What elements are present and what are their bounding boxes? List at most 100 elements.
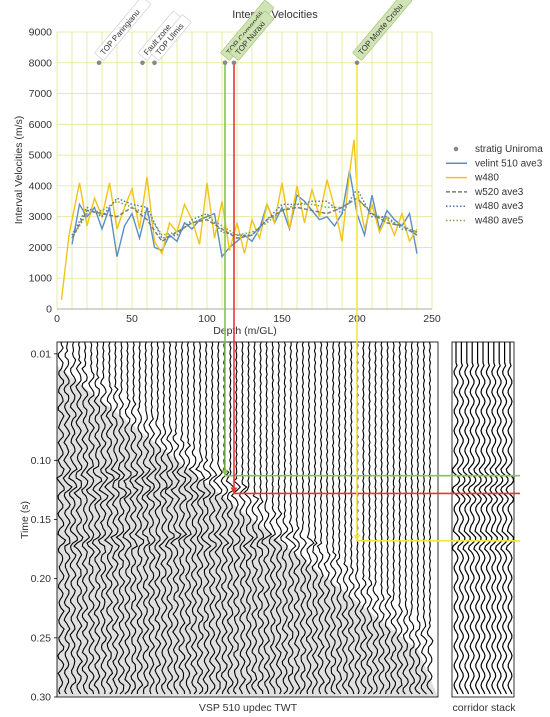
vsp-trace (383, 341, 392, 695)
vsp-tick-label: 0.30 (31, 692, 52, 704)
vsp-trace (249, 341, 260, 695)
corridor-trace (473, 342, 482, 695)
vsp-trace (134, 342, 145, 695)
velocity-chart-title: Interval Velocities (232, 9, 318, 21)
vsp-time-ticks: 0.01 0.10 0.15 0.20 0.25 0.30 (31, 348, 57, 704)
vsp-trace (176, 341, 188, 695)
vsp-trace (145, 341, 157, 695)
legend-entry: w520 ave3 (474, 187, 524, 198)
vsp-trace (62, 341, 73, 695)
velocity-chart: Interval Velocities 01000200030004000500… (13, 0, 543, 337)
vsp-trace (378, 341, 385, 695)
strat-marker-tag-box (150, 14, 192, 61)
series-line-w480-ave5 (71, 197, 418, 239)
vsp-trace (408, 341, 415, 695)
velocity-x-axis-label: Depth (m/GL) (213, 325, 277, 337)
corridor-stack-label: corridor stack (452, 702, 516, 714)
vsp-trace (311, 341, 319, 695)
vsp-trace (402, 342, 409, 695)
vsp-trace (280, 341, 289, 695)
vsp-trace (195, 341, 206, 695)
velocity-legend: stratig Uniroma velint 510 ave3 w480 w520 a… (446, 144, 543, 227)
vsp-trace (347, 341, 355, 695)
vsp-trace (242, 341, 254, 695)
vsp-trace (85, 341, 97, 695)
y-tick-label: 6000 (29, 119, 53, 131)
vsp-traces (56, 341, 438, 697)
y-tick-label: 2000 (29, 242, 53, 254)
vsp-trace (323, 341, 331, 695)
vsp-trace (115, 341, 128, 695)
vsp-tick-label: 0.01 (31, 348, 52, 360)
velocity-x-ticks: 0 50 100 150 200 250 (54, 313, 441, 325)
x-tick-label: 100 (198, 313, 216, 325)
legend-entry: w480 ave5 (474, 216, 524, 227)
x-tick-label: 0 (54, 313, 60, 325)
vsp-section-title: VSP 510 updec TWT (199, 702, 298, 714)
y-tick-label: 3000 (29, 211, 53, 223)
strat-marker-point (96, 60, 102, 66)
vsp-y-axis-label: Time (s) (19, 501, 31, 539)
vsp-trace (316, 341, 325, 695)
strat-marker-tag-box (229, 10, 274, 61)
vsp-trace (238, 341, 248, 695)
vsp-trace (97, 341, 109, 695)
vsp-trace (212, 341, 223, 695)
vsp-trace (285, 341, 297, 695)
y-tick-label: 0 (46, 304, 52, 316)
vsp-trace (170, 341, 182, 695)
vsp-trace (366, 341, 374, 695)
vsp-tick-label: 0.25 (31, 632, 52, 644)
corridor-trace (505, 342, 515, 695)
horizon-link-arrow (221, 469, 229, 476)
vsp-tick-label: 0.15 (31, 514, 52, 526)
corridor-trace (489, 342, 499, 695)
x-tick-label: 250 (423, 313, 441, 325)
vsp-tick-label: 0.20 (31, 573, 52, 585)
vsp-trace (261, 341, 273, 695)
strat-marker-label: TOP Monte Crobu (357, 2, 405, 57)
corridor-trace (467, 342, 477, 695)
y-tick-label: 8000 (29, 57, 53, 69)
horizon-link-arrow (230, 487, 238, 494)
velocity-y-ticks: 0 1000 2000 3000 4000 5000 6000 7000 8000 9000 (29, 27, 53, 316)
y-tick-label: 5000 (29, 150, 53, 162)
vsp-trace (153, 341, 162, 695)
strat-marker-point (222, 60, 228, 66)
legend-entry: w480 (474, 173, 499, 184)
vsp-trace (164, 341, 175, 695)
strat-marker-point (231, 60, 237, 66)
vsp-trace (305, 341, 315, 695)
strat-marker-tag-box (94, 0, 151, 61)
vsp-trace (359, 341, 368, 695)
strat-marker-point (354, 60, 360, 66)
strat-marker-tag: TOP Monte Crobu (352, 0, 412, 61)
corridor-trace (456, 342, 466, 695)
vsp-trace (73, 341, 84, 695)
vsp-tick-label: 0.10 (31, 455, 52, 467)
y-tick-label: 7000 (29, 88, 53, 100)
series-line-w480-ave3 (71, 187, 418, 240)
y-tick-label: 9000 (29, 27, 53, 39)
vsp-trace (414, 341, 421, 695)
legend-swatch (453, 146, 459, 152)
x-tick-label: 150 (273, 313, 291, 325)
strat-marker-point (152, 60, 157, 66)
corridor-trace (462, 342, 472, 695)
vsp-trace (200, 341, 212, 695)
horizon-link-arrow (353, 534, 361, 541)
velocity-series (60, 139, 418, 300)
vsp-trace (128, 341, 139, 695)
vsp-trace (56, 341, 67, 695)
velocity-y-axis-label: Interval Velocities (m/s) (13, 116, 25, 225)
corridor-trace (483, 342, 493, 695)
vsp-trace (183, 341, 194, 695)
corridor-trace (451, 342, 461, 695)
vsp-trace (141, 341, 151, 695)
vsp-trace (329, 341, 337, 695)
vsp-trace (335, 341, 343, 695)
strat-marker-tag-box (352, 0, 412, 61)
vsp-trace (299, 341, 307, 695)
vsp-trace (103, 341, 115, 695)
